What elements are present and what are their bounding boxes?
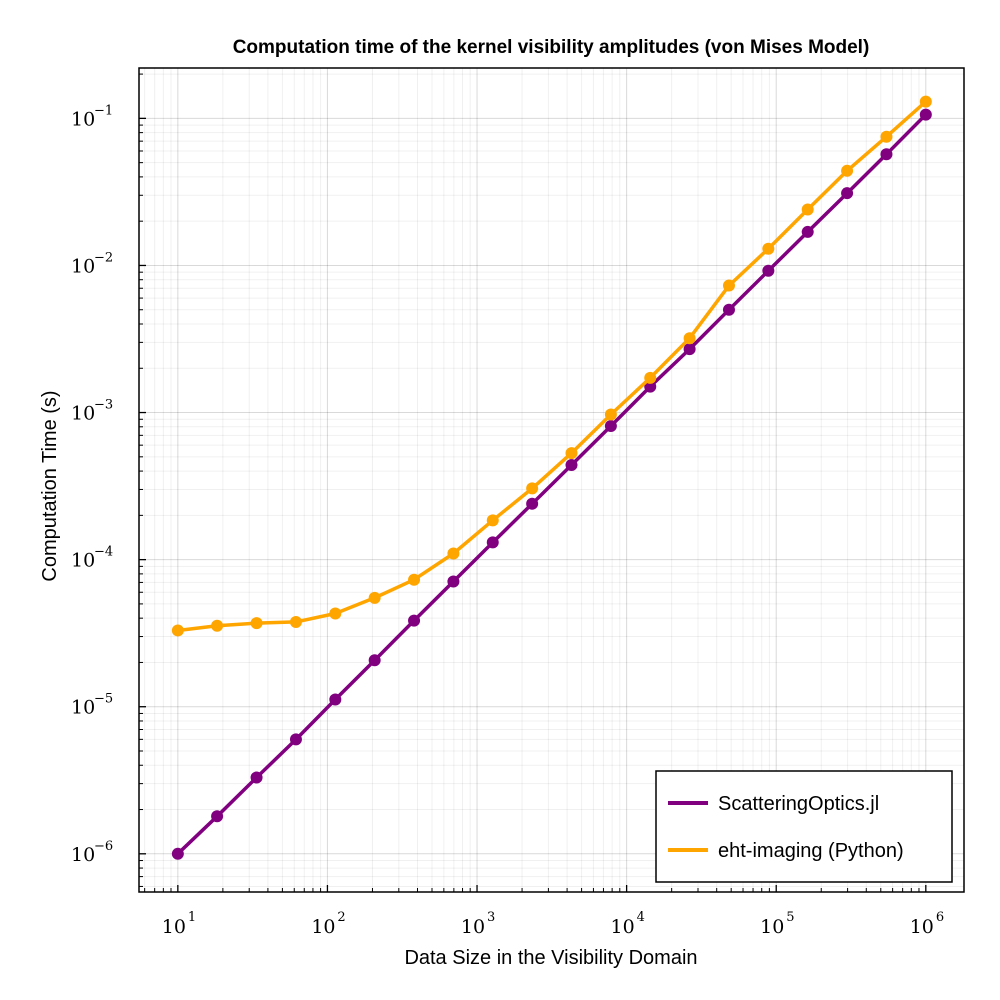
grid-major [139,68,964,892]
data-point-eht-imaging [526,482,539,495]
data-point-eht-imaging [880,130,893,143]
y-tick-label: 10 [71,255,95,277]
data-point-eht-imaging [368,591,381,604]
data-point-scatteringoptics [408,614,421,627]
y-tick-label: 10 [71,697,95,719]
data-point-scatteringoptics [683,343,696,356]
grid-minor [139,68,964,892]
y-axis-label: Computation Time (s) [39,390,61,581]
x-tick-label: 10 [461,916,485,938]
data-point-eht-imaging [565,447,578,460]
y-tick-label: 10 [71,550,95,572]
x-tick-label: 10 [611,916,635,938]
data-point-eht-imaging [250,617,263,630]
chart-title: Computation time of the kernel visibilit… [233,37,870,58]
data-point-eht-imaging [408,573,421,586]
data-point-scatteringoptics [644,380,657,393]
data-point-scatteringoptics [526,497,539,510]
data-point-scatteringoptics [801,225,814,238]
data-point-scatteringoptics [565,458,578,471]
data-point-scatteringoptics [919,108,932,121]
x-tick-exponent: 3 [487,910,495,925]
data-point-scatteringoptics [447,575,460,588]
legend-box [655,770,953,883]
axis-ticks [139,73,927,892]
y-tick-exponent: −6 [94,839,113,854]
data-point-scatteringoptics [329,693,342,706]
legend: ScatteringOptics.jl eht-imaging (Python) [655,770,953,883]
data-point-scatteringoptics [211,810,224,823]
data-point-scatteringoptics [722,303,735,316]
y-tick-exponent: −4 [94,545,113,560]
data-point-eht-imaging [841,164,854,177]
data-point-scatteringoptics [171,847,184,860]
data-point-scatteringoptics [880,148,893,161]
x-axis-label: Data Size in the Visibility Domain [404,947,697,969]
data-point-scatteringoptics [762,264,775,277]
x-tick-label: 10 [910,916,934,938]
y-tick-exponent: −1 [94,103,113,118]
data-point-scatteringoptics [289,733,302,746]
data-point-eht-imaging [801,203,814,216]
x-tick-exponent: 5 [786,910,794,925]
data-point-eht-imaging [211,619,224,632]
y-tick-exponent: −2 [94,250,113,265]
x-tick-exponent: 6 [936,910,944,925]
data-point-scatteringoptics [841,187,854,200]
data-point-scatteringoptics [604,420,617,433]
data-point-eht-imaging [604,408,617,421]
data-point-eht-imaging [447,547,460,560]
data-point-eht-imaging [762,242,775,255]
legend-label-scatteringoptics: ScatteringOptics.jl [718,793,879,815]
y-tick-label: 10 [71,844,95,866]
data-point-scatteringoptics [486,536,499,549]
y-tick-exponent: −5 [94,692,113,707]
x-tick-label: 10 [760,916,784,938]
data-point-scatteringoptics [368,654,381,667]
x-tick-label: 10 [162,916,186,938]
data-point-eht-imaging [919,95,932,108]
data-point-eht-imaging [683,332,696,345]
y-tick-exponent: −3 [94,398,113,413]
x-tick-exponent: 2 [337,910,345,925]
data-point-eht-imaging [289,615,302,628]
y-tick-label: 10 [71,403,95,425]
tick-labels: 10 1 10 2 10 3 10 4 10 5 10 610−610−510−410−310−210… [71,103,944,938]
x-tick-exponent: 4 [637,910,645,925]
data-point-eht-imaging [644,371,657,384]
legend-label-eht-imaging: eht-imaging (Python) [718,840,904,862]
data-point-eht-imaging [486,514,499,527]
series-line-eht-imaging [177,100,927,633]
y-tick-label: 10 [71,108,95,130]
series-layer [171,95,932,860]
x-tick-exponent: 1 [188,910,196,925]
data-point-scatteringoptics [250,771,263,784]
plot-frame [138,67,965,893]
data-point-eht-imaging [722,279,735,292]
x-tick-label: 10 [311,916,335,938]
data-point-eht-imaging [329,607,342,620]
data-point-eht-imaging [171,624,184,637]
series-line-scatteringoptics [176,113,928,856]
